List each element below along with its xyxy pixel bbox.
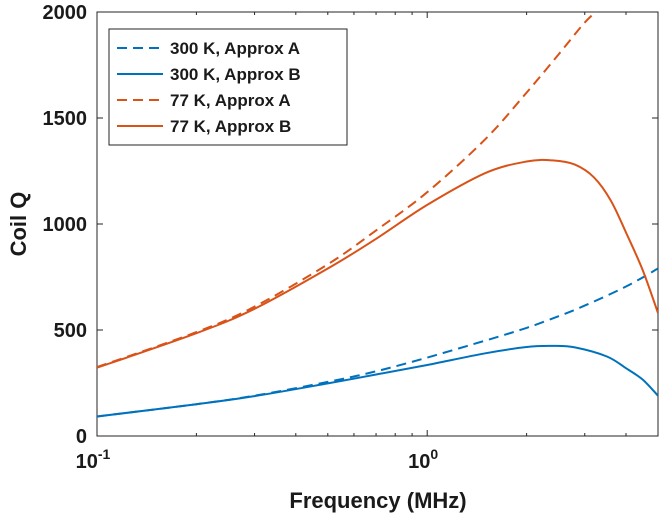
y-tick-label: 1500 <box>43 108 88 130</box>
x-axis-label: Frequency (MHz) <box>289 488 466 513</box>
legend-label: 77 K, Approx A <box>170 91 291 110</box>
y-tick-label: 2000 <box>43 2 88 24</box>
y-ticks: 0 500 1000 1500 2000 <box>43 2 658 448</box>
legend-label: 300 K, Approx B <box>170 65 301 84</box>
legend-label: 300 K, Approx A <box>170 39 300 58</box>
legend: 300 K, Approx A 300 K, Approx B 77 K, Appr… <box>108 28 348 146</box>
legend-label: 77 K, Approx B <box>170 117 291 136</box>
x-tick-label: 10-1 <box>76 446 111 473</box>
y-axis-label: Coil Q <box>6 192 31 257</box>
series-line-77-k-approx-a <box>97 12 598 369</box>
x-ticks: 10-1 100 <box>76 12 659 473</box>
series-line-77-k-approx-b <box>97 158 658 369</box>
series-line-300-k-approx-b <box>97 344 658 418</box>
series-lines <box>97 12 658 418</box>
x-tick-label: 100 <box>408 446 438 473</box>
y-tick-label: 1000 <box>43 214 88 236</box>
y-tick-label: 500 <box>54 320 87 342</box>
y-tick-label: 0 <box>76 426 87 448</box>
